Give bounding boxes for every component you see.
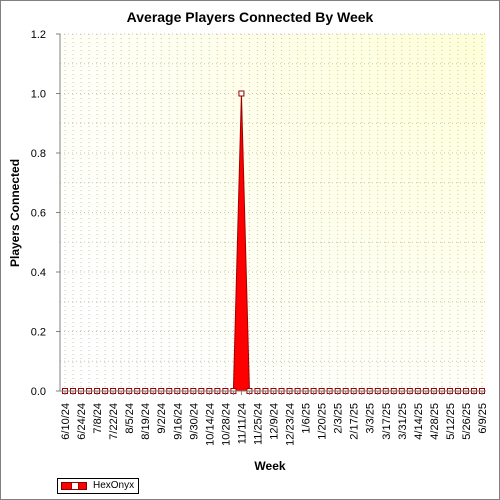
y-tick-label: 1.2 bbox=[31, 29, 46, 41]
x-tick-label: 2/3/25 bbox=[333, 403, 345, 434]
x-tick-label: 9/30/24 bbox=[188, 403, 200, 440]
x-tick-label: 9/16/24 bbox=[172, 403, 184, 440]
x-tick-label: 11/25/24 bbox=[252, 403, 264, 445]
x-tick-label: 9/2/24 bbox=[156, 403, 168, 434]
x-tick-label: 12/23/24 bbox=[285, 403, 297, 446]
x-tick-label: 10/28/24 bbox=[220, 403, 232, 446]
grid-lines bbox=[60, 33, 486, 392]
y-tick-label: 0.6 bbox=[31, 208, 46, 220]
x-tick-label: 5/12/25 bbox=[445, 403, 457, 440]
x-tick-label: 6/9/25 bbox=[477, 403, 489, 434]
legend-swatch bbox=[61, 482, 87, 490]
y-tick-label: 0.8 bbox=[31, 148, 46, 160]
data-point bbox=[238, 90, 245, 97]
x-tick-label: 12/9/24 bbox=[269, 403, 281, 440]
legend-label: HexOnyx bbox=[93, 480, 135, 491]
x-tick-label: 8/5/24 bbox=[124, 403, 136, 434]
x-tick-label: 5/26/25 bbox=[461, 403, 473, 440]
y-tick-label: 0.2 bbox=[31, 327, 46, 339]
x-tick-label: 1/20/25 bbox=[317, 403, 329, 440]
y-tick-labels: 0.0 0.2 0.4 0.6 0.8 1.0 1.2 bbox=[31, 29, 60, 398]
y-axis-title: Players Connected bbox=[8, 159, 22, 267]
x-tick-label: 11/11/24 bbox=[236, 403, 248, 444]
x-tick-label: 10/14/24 bbox=[204, 403, 216, 446]
x-tick-label: 6/24/24 bbox=[76, 403, 88, 440]
x-tick-label: 7/22/24 bbox=[108, 403, 120, 440]
x-tick-label: 4/14/25 bbox=[413, 403, 425, 440]
x-tick-labels: 6/10/24 6/24/24 7/8/24 7/22/24 8/5/24 8/19/24… bbox=[60, 391, 489, 446]
x-tick-label: 7/8/24 bbox=[92, 403, 104, 434]
x-axis-title: Week bbox=[254, 459, 285, 473]
chart-title: Average Players Connected By Week bbox=[127, 9, 374, 25]
x-tick-label: 8/19/24 bbox=[140, 403, 152, 440]
x-tick-label: 4/28/25 bbox=[429, 403, 441, 440]
x-tick-label: 3/17/25 bbox=[381, 403, 393, 440]
y-tick-label: 1.0 bbox=[31, 89, 46, 101]
x-tick-label: 2/17/25 bbox=[349, 403, 361, 440]
x-tick-label: 3/31/25 bbox=[397, 403, 409, 440]
legend-marker-icon bbox=[71, 482, 79, 490]
legend: HexOnyx bbox=[57, 478, 140, 494]
y-tick-label: 0.0 bbox=[31, 386, 46, 398]
y-tick-label: 0.4 bbox=[31, 267, 46, 279]
x-tick-label: 6/10/24 bbox=[60, 403, 72, 440]
x-tick-label: 1/6/25 bbox=[301, 403, 313, 434]
x-tick-label: 3/3/25 bbox=[365, 403, 377, 434]
